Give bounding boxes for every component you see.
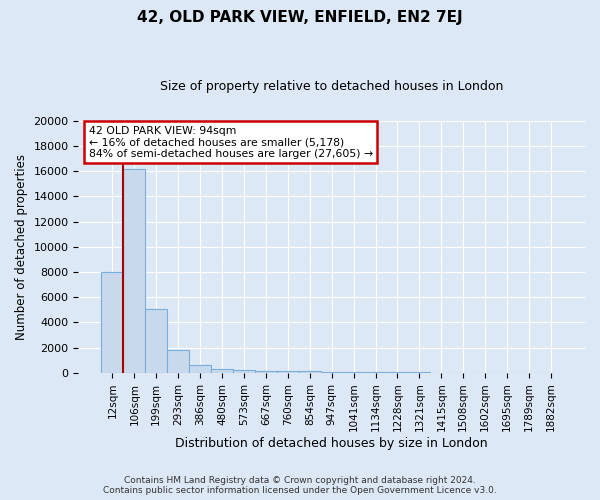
Bar bbox=[101, 272, 124, 373]
X-axis label: Distribution of detached houses by size in London: Distribution of detached houses by size … bbox=[175, 437, 488, 450]
Bar bbox=[321, 372, 343, 373]
Bar bbox=[299, 372, 321, 373]
Bar bbox=[277, 372, 299, 373]
Bar bbox=[343, 372, 365, 373]
Bar bbox=[409, 372, 430, 373]
Bar bbox=[145, 308, 167, 373]
Y-axis label: Number of detached properties: Number of detached properties bbox=[15, 154, 28, 340]
Bar bbox=[233, 370, 255, 373]
Title: Size of property relative to detached houses in London: Size of property relative to detached ho… bbox=[160, 80, 503, 93]
Text: 42, OLD PARK VIEW, ENFIELD, EN2 7EJ: 42, OLD PARK VIEW, ENFIELD, EN2 7EJ bbox=[137, 10, 463, 25]
Bar bbox=[365, 372, 386, 373]
Bar bbox=[211, 369, 233, 373]
Bar bbox=[189, 366, 211, 373]
Bar bbox=[255, 371, 277, 373]
Text: Contains HM Land Registry data © Crown copyright and database right 2024.
Contai: Contains HM Land Registry data © Crown c… bbox=[103, 476, 497, 495]
Bar bbox=[386, 372, 409, 373]
Bar bbox=[124, 168, 145, 373]
Bar bbox=[167, 350, 189, 373]
Text: 42 OLD PARK VIEW: 94sqm
← 16% of detached houses are smaller (5,178)
84% of semi: 42 OLD PARK VIEW: 94sqm ← 16% of detache… bbox=[89, 126, 373, 159]
